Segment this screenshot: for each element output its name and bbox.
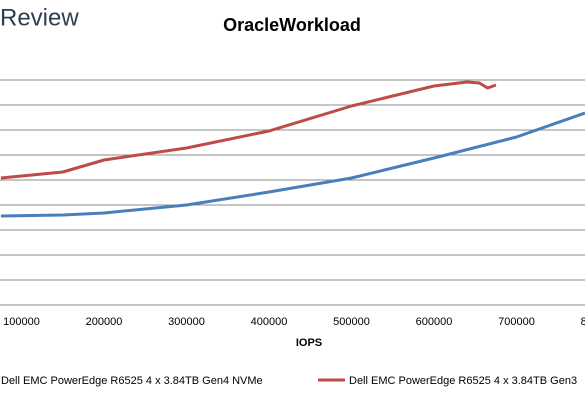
- legend-label: Dell EMC PowerEdge R6525 4 x 3.84TB Gen3: [349, 375, 577, 387]
- x-tick-label: 300000: [168, 316, 205, 328]
- x-axis-label: IOPS: [296, 337, 322, 349]
- x-tick-label: 100000: [3, 316, 40, 328]
- legend-label: Dell EMC PowerEdge R6525 4 x 3.84TB Gen4…: [1, 375, 263, 387]
- x-tick-label: 700000: [498, 316, 535, 328]
- x-tick-label: 400000: [251, 316, 288, 328]
- x-tick-label: 600000: [416, 316, 453, 328]
- series-line: [0, 111, 585, 218]
- series-line: [0, 80, 497, 180]
- x-tick-label: 500000: [333, 316, 370, 328]
- chart-title: OracleWorkload: [223, 15, 361, 35]
- x-tick-label: 200000: [86, 316, 123, 328]
- brand-logo: Review: [0, 4, 79, 31]
- x-tick-label: 800000: [581, 316, 585, 328]
